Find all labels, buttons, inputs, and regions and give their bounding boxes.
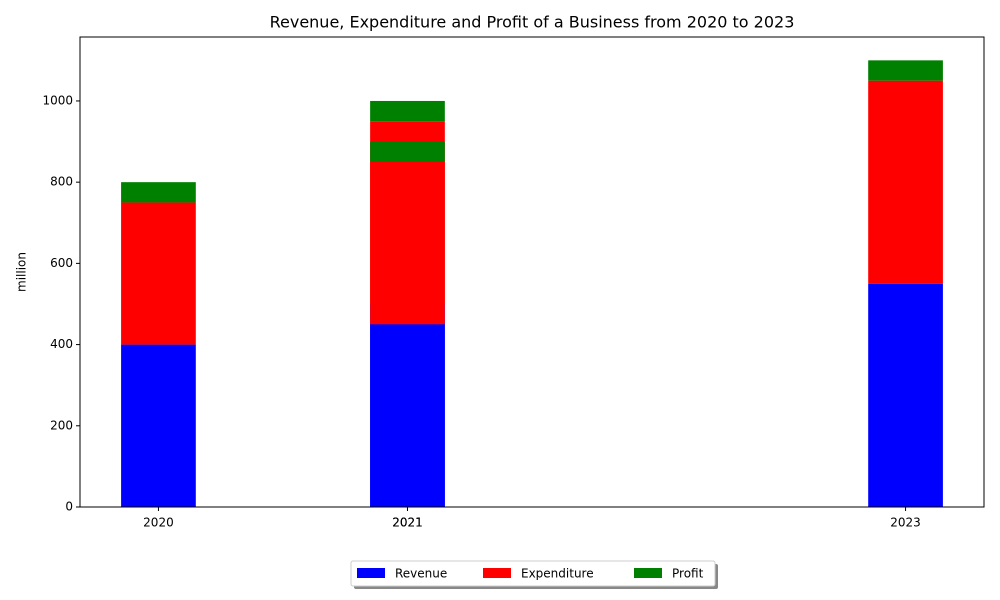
x-tick-label: 2021 <box>392 516 423 530</box>
y-tick-label: 800 <box>50 175 73 189</box>
bar-segment <box>868 60 943 81</box>
bar-segment <box>370 100 445 122</box>
bar-segment <box>121 182 196 203</box>
bar-segment <box>370 161 445 325</box>
x-tick-label: 2020 <box>143 516 174 530</box>
y-axis-label: million <box>15 252 29 292</box>
y-tick-label: 1000 <box>42 93 73 107</box>
legend-label: Revenue <box>395 567 447 581</box>
bar-segment <box>121 344 196 507</box>
bar-segment <box>121 202 196 345</box>
x-tick-label: 2021 <box>392 516 423 530</box>
chart-title: Revenue, Expenditure and Profit of a Bus… <box>270 13 795 32</box>
y-tick-label: 600 <box>50 256 73 270</box>
bar-segment <box>868 283 943 507</box>
y-tick-label: 400 <box>50 337 73 351</box>
bar-segment <box>370 324 445 507</box>
y-tick-label: 200 <box>50 418 73 432</box>
bar-segment <box>868 80 943 284</box>
y-tick-label: 0 <box>65 500 73 514</box>
legend-box <box>350 560 716 587</box>
x-tick-label: 2023 <box>890 516 921 530</box>
legend-label: Expenditure <box>521 567 594 581</box>
legend: Revenue Expenditure Profit <box>350 560 718 589</box>
legend-swatch <box>357 568 385 578</box>
legend-label: Profit <box>672 567 704 581</box>
bar-segment <box>370 141 445 162</box>
legend-swatch <box>634 568 662 578</box>
legend-swatch <box>483 568 511 578</box>
axes-frame <box>79 36 985 508</box>
